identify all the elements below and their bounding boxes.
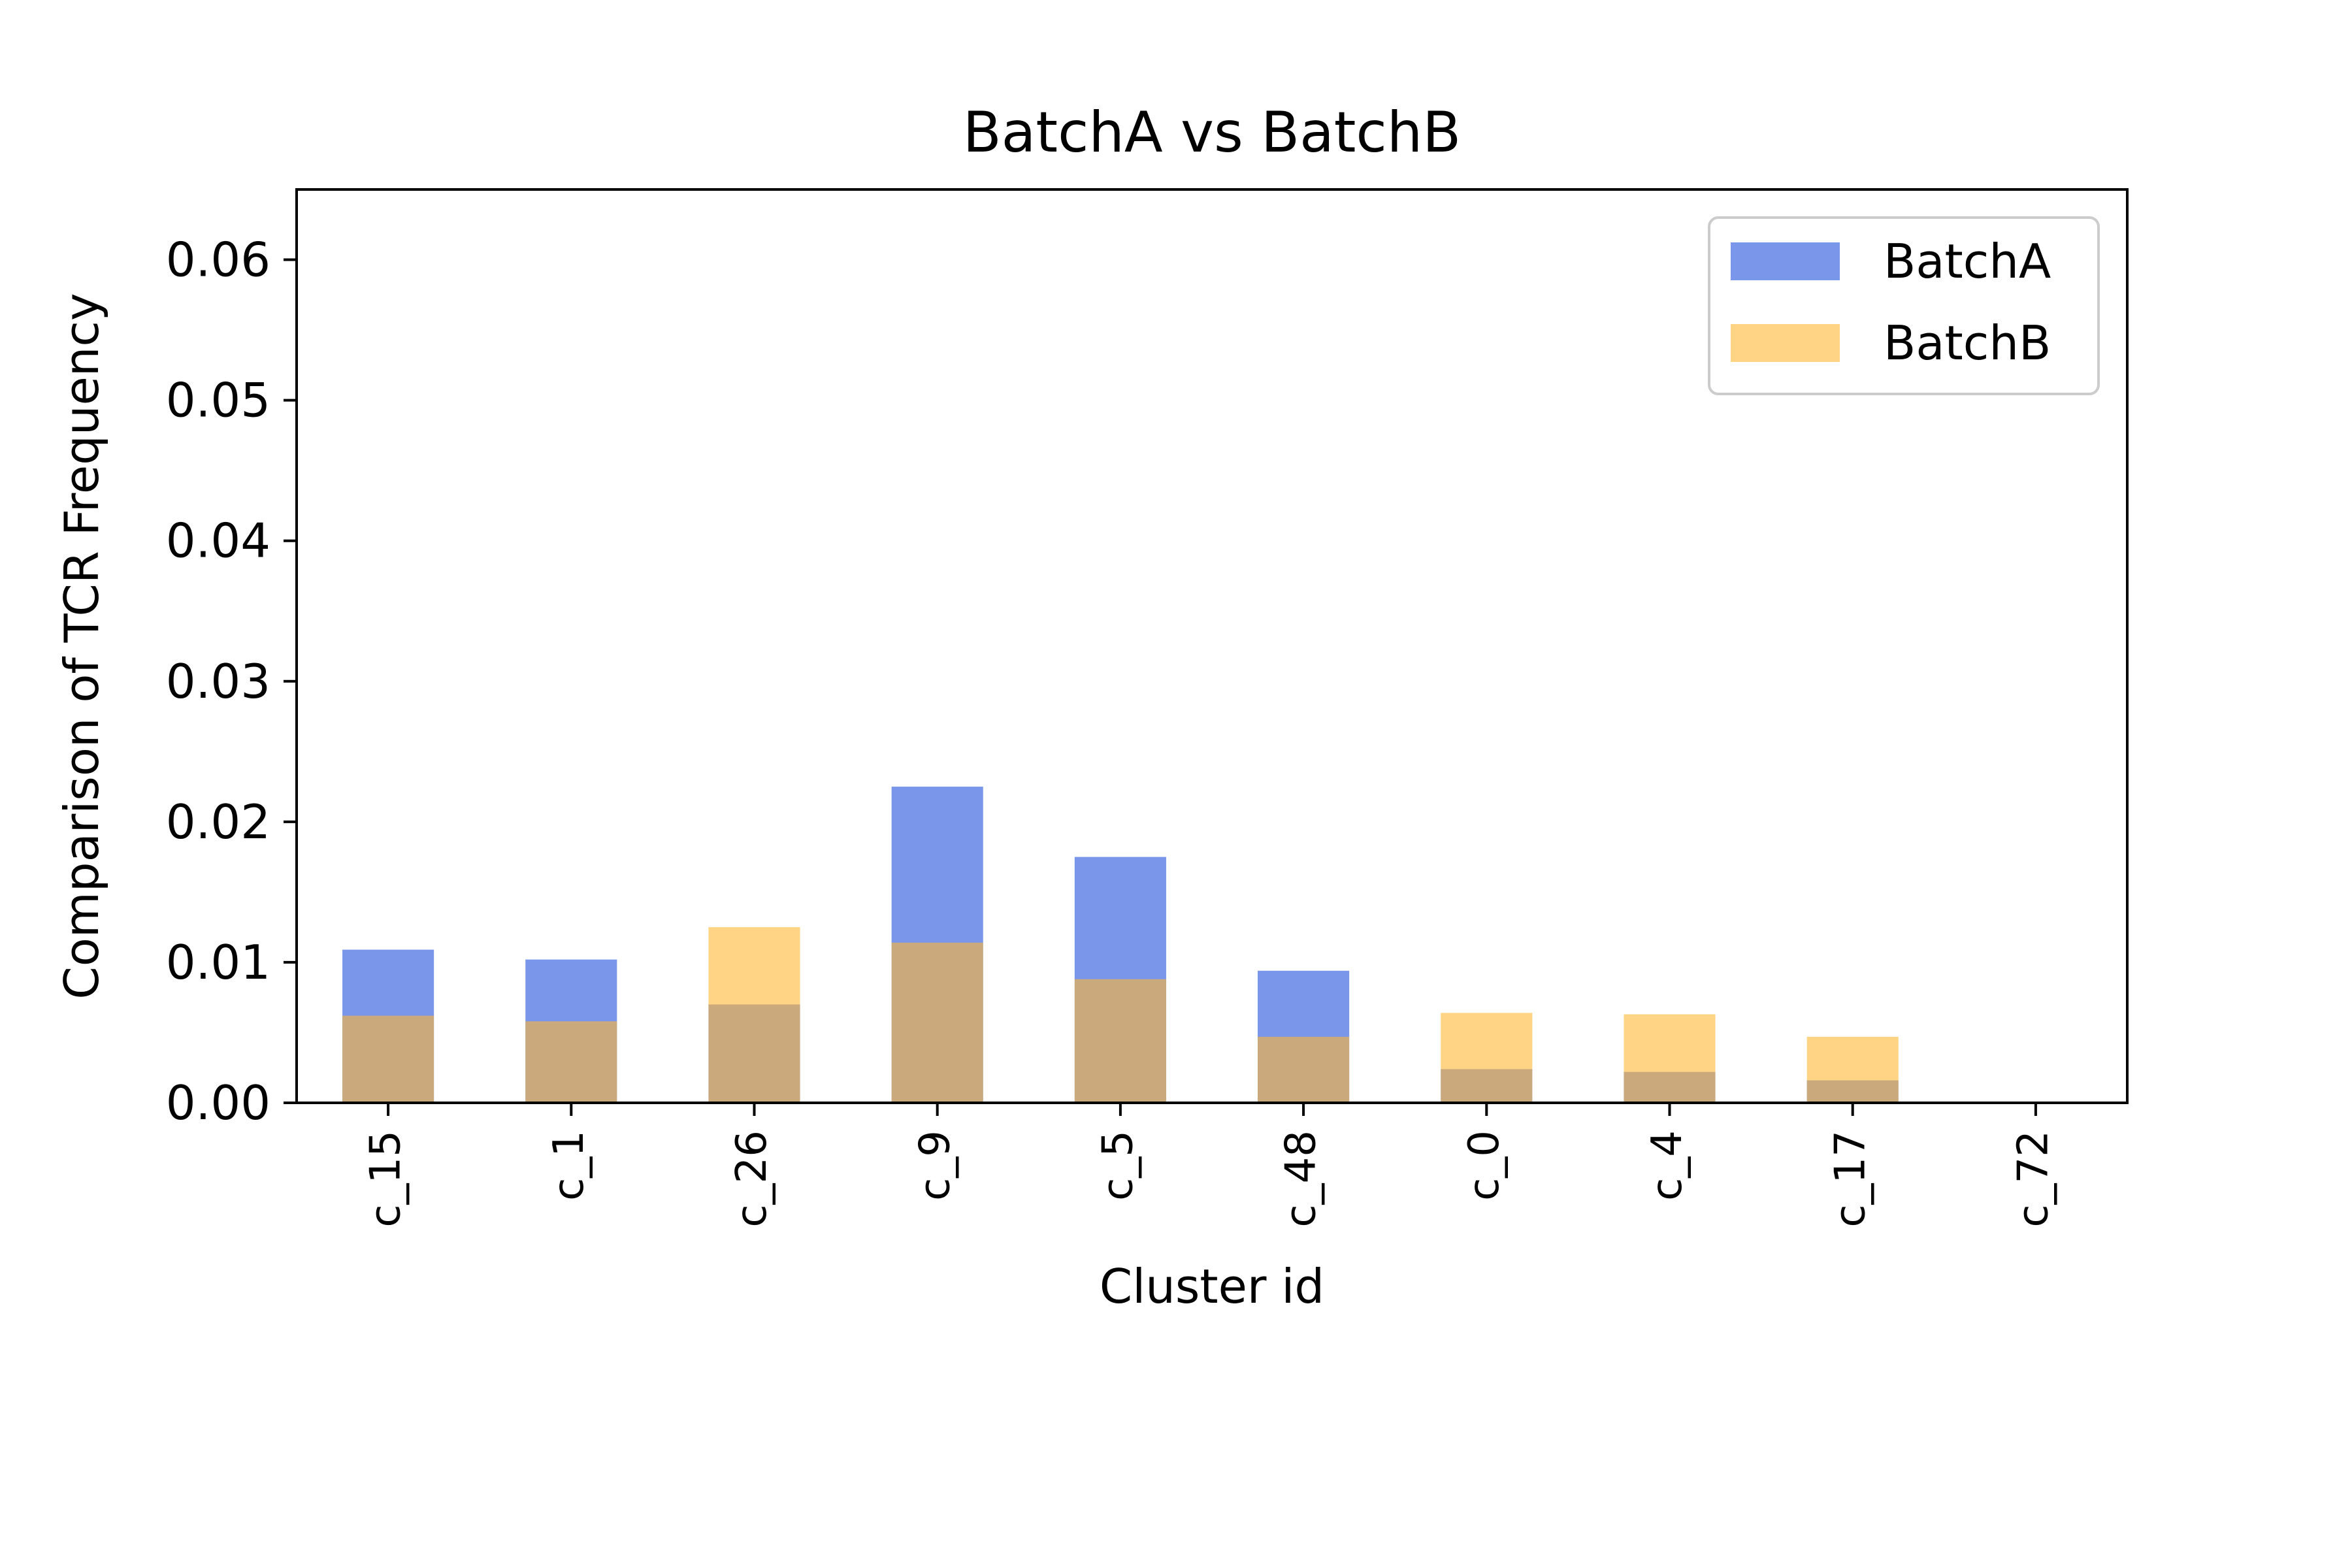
x-axis-ticks: c_15 c_1 c_26 c_9 c_5 c_48 c_0 c_4 c_17 c_72 — [362, 1103, 2057, 1228]
y-tick-label: 0.03 — [166, 654, 270, 709]
bar-BatchB-c_26 — [708, 927, 800, 1103]
x-tick-label: c_0 — [1460, 1130, 1509, 1201]
x-tick-label: c_5 — [1094, 1130, 1142, 1201]
bar-BatchB-c_17 — [1806, 1036, 1899, 1103]
y-tick-label: 0.04 — [166, 514, 270, 568]
x-tick-label: c_17 — [1826, 1130, 1874, 1228]
x-tick-label: c_15 — [362, 1130, 410, 1228]
plot-frame — [295, 188, 2129, 1104]
bar-BatchB-c_0 — [1441, 1013, 1533, 1103]
bar-BatchB-c_4 — [1624, 1014, 1716, 1103]
y-tick-label: 0.06 — [166, 233, 270, 287]
x-tick-label: c_72 — [2009, 1130, 2057, 1228]
bar-BatchB-c_48 — [1258, 1036, 1350, 1103]
legend-swatch-BatchA — [1731, 242, 1840, 280]
x-tick-label: c_1 — [545, 1130, 593, 1201]
x-axis-label: Cluster id — [1100, 1259, 1324, 1314]
bar-BatchB-c_9 — [891, 942, 983, 1103]
y-axis-ticks: 0.00 0.01 0.02 0.03 0.04 0.05 0.06 — [166, 233, 297, 1130]
x-tick-label: c_9 — [911, 1130, 959, 1201]
bar-BatchB-c_5 — [1074, 979, 1166, 1103]
legend-swatch-BatchB — [1731, 324, 1840, 362]
bar-BatchB-c_1 — [525, 1021, 617, 1103]
y-tick-label: 0.05 — [166, 373, 270, 428]
x-tick-label: c_4 — [1643, 1130, 1691, 1201]
bars-layer — [342, 787, 1899, 1103]
y-tick-label: 0.02 — [166, 794, 270, 849]
chart-title: BatchA vs BatchB — [963, 100, 1462, 165]
legend-label-BatchB: BatchB — [1884, 316, 2051, 370]
bar-BatchB-c_15 — [342, 1015, 434, 1103]
x-tick-label: c_48 — [1277, 1130, 1326, 1228]
y-tick-label: 0.00 — [166, 1075, 270, 1130]
legend: BatchA BatchB — [1708, 216, 2100, 395]
y-tick-label: 0.01 — [166, 935, 270, 990]
legend-label-BatchA: BatchA — [1884, 234, 2051, 289]
y-axis-label: Comparison of TCR Frequency — [54, 293, 109, 999]
x-tick-label: c_26 — [728, 1130, 776, 1228]
